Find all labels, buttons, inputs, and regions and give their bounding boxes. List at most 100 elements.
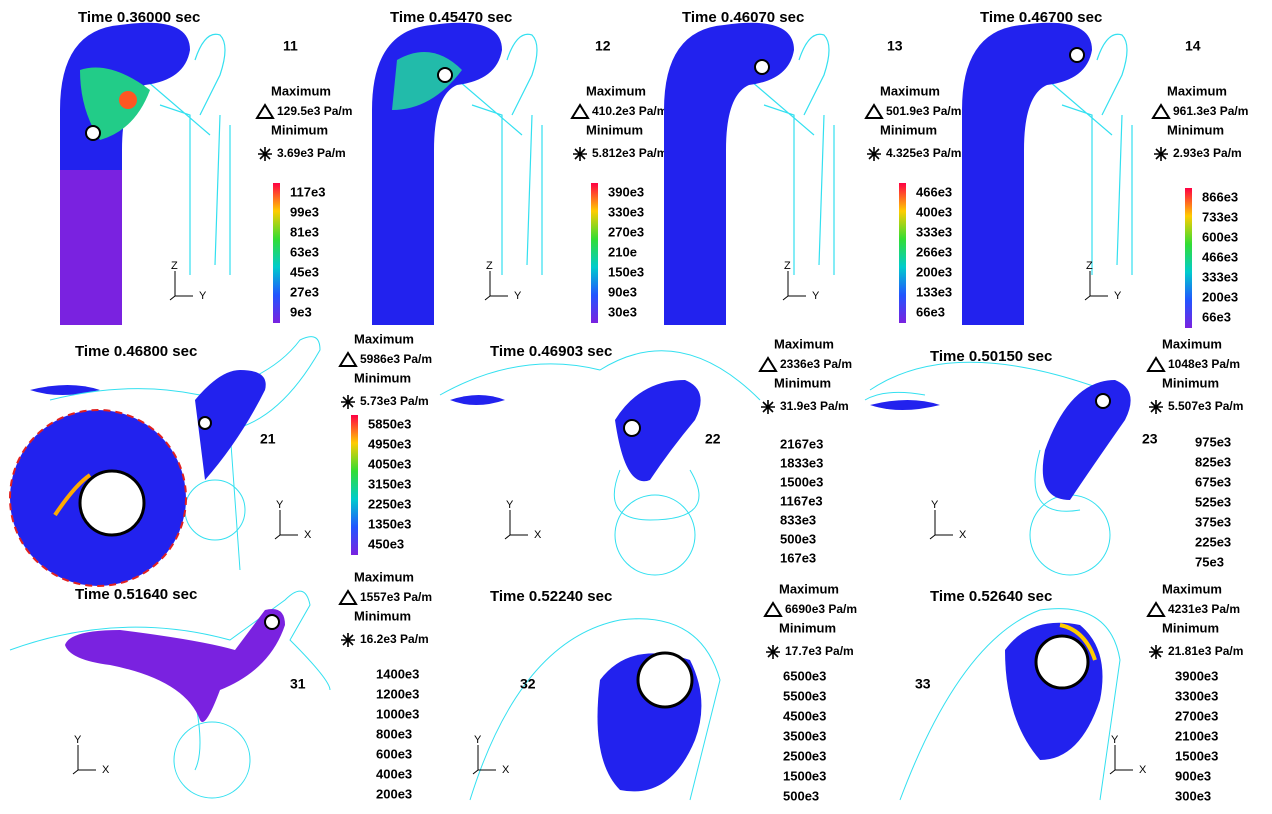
- legend-label: 400e3: [916, 204, 952, 219]
- axis-triad: [930, 510, 953, 539]
- max-value: 5986e3 Pa/m: [360, 352, 432, 366]
- axis-label: X: [1139, 764, 1147, 776]
- axis-label: Y: [506, 499, 514, 511]
- marker-circle: [638, 653, 692, 707]
- field: [664, 23, 794, 325]
- legend-label: 150e3: [608, 264, 644, 279]
- axis-label: Y: [1111, 734, 1119, 746]
- max-marker: [340, 353, 356, 366]
- panel-id: 12: [595, 38, 611, 54]
- marker-circle: [119, 91, 137, 109]
- min-marker: [1149, 645, 1163, 659]
- legend-label: 200e3: [1202, 289, 1238, 304]
- legend-label: 1000e3: [376, 706, 419, 721]
- legend-label: 270e3: [608, 224, 644, 239]
- legend-label: 825e3: [1195, 454, 1231, 469]
- figure: Time 0.36000 sec11Maximum129.5e3 Pa/mMin…: [0, 0, 1272, 809]
- marker-circle: [1036, 636, 1088, 688]
- legend-label: 1200e3: [376, 686, 419, 701]
- legend-label: 600e3: [376, 746, 412, 761]
- color-bar: [273, 183, 280, 323]
- legend-label: 2500e3: [783, 748, 826, 763]
- min-value: 5.812e3 Pa/m: [592, 146, 667, 160]
- min-marker: [761, 400, 775, 414]
- marker-circle: [174, 722, 250, 798]
- legend-label: 210e: [608, 244, 637, 259]
- legend-label: 167e3: [780, 550, 816, 565]
- legend-label: 45e3: [290, 264, 319, 279]
- time-title: Time 0.52640 sec: [930, 588, 1052, 605]
- geometry: [65, 609, 285, 722]
- legend-label: 3150e3: [368, 476, 411, 491]
- min-marker: [341, 633, 355, 647]
- axis-label: X: [102, 764, 110, 776]
- color-bar: [591, 183, 598, 323]
- color-bar: [1185, 188, 1192, 328]
- axis-triad: [170, 271, 193, 300]
- max-value: 1048e3 Pa/m: [1168, 357, 1240, 371]
- panel-id: 21: [260, 431, 276, 447]
- geometry: [870, 400, 940, 410]
- axis-triad: [1110, 745, 1133, 774]
- max-marker: [572, 105, 588, 118]
- legend-label: 900e3: [1175, 768, 1211, 783]
- legend-label: 3500e3: [783, 728, 826, 743]
- legend-label: 1833e3: [780, 455, 823, 470]
- min-label: Minimum: [586, 122, 643, 137]
- max-label: Maximum: [354, 569, 414, 584]
- axis-triad: [1085, 271, 1108, 300]
- legend-label: 333e3: [1202, 269, 1238, 284]
- legend-label: 300e3: [1175, 788, 1211, 803]
- legend-label: 600e3: [1202, 229, 1238, 244]
- legend-label: 3900e3: [1175, 668, 1218, 683]
- min-label: Minimum: [880, 122, 937, 137]
- max-label: Maximum: [1162, 336, 1222, 351]
- geometry: [30, 385, 100, 395]
- time-title: Time 0.36000 sec: [78, 9, 200, 26]
- legend-label: 200e3: [376, 786, 412, 801]
- min-label: Minimum: [271, 122, 328, 137]
- legend-label: 4950e3: [368, 436, 411, 451]
- max-label: Maximum: [880, 83, 940, 98]
- min-value: 31.9e3 Pa/m: [780, 399, 849, 413]
- legend-label: 330e3: [608, 204, 644, 219]
- min-marker: [867, 147, 881, 161]
- color-bar: [351, 415, 358, 555]
- axis-triad: [505, 510, 528, 539]
- axis-label: Z: [1086, 260, 1093, 272]
- legend-label: 800e3: [376, 726, 412, 741]
- marker-circle: [199, 417, 211, 429]
- axis-label: Y: [812, 290, 820, 302]
- legend-label: 2100e3: [1175, 728, 1218, 743]
- max-marker: [765, 603, 781, 616]
- legend-label: 2700e3: [1175, 708, 1218, 723]
- axis-label: Y: [474, 734, 482, 746]
- legend-label: 66e3: [916, 304, 945, 319]
- legend-label: 1500e3: [780, 474, 823, 489]
- legend-label: 5850e3: [368, 416, 411, 431]
- axis-label: Y: [514, 290, 522, 302]
- field: [962, 23, 1092, 325]
- panel-id: 33: [915, 676, 931, 692]
- legend-label: 4500e3: [783, 708, 826, 723]
- max-marker: [1148, 358, 1164, 371]
- marker-circle: [615, 495, 695, 575]
- legend-label: 390e3: [608, 184, 644, 199]
- legend-label: 81e3: [290, 224, 319, 239]
- min-label: Minimum: [354, 370, 411, 385]
- legend-label: 833e3: [780, 512, 816, 527]
- legend-label: 9e3: [290, 304, 312, 319]
- legend-label: 525e3: [1195, 494, 1231, 509]
- max-marker: [340, 591, 356, 604]
- min-label: Minimum: [1162, 620, 1219, 635]
- min-label: Minimum: [1167, 122, 1224, 137]
- legend-label: 63e3: [290, 244, 319, 259]
- axis-label: X: [304, 529, 312, 541]
- min-label: Minimum: [354, 608, 411, 623]
- marker-circle: [265, 615, 279, 629]
- color-bar: [899, 183, 906, 323]
- axis-triad: [783, 271, 806, 300]
- panel-id: 23: [1142, 431, 1158, 447]
- axis-label: Y: [1114, 290, 1122, 302]
- min-value: 16.2e3 Pa/m: [360, 632, 429, 646]
